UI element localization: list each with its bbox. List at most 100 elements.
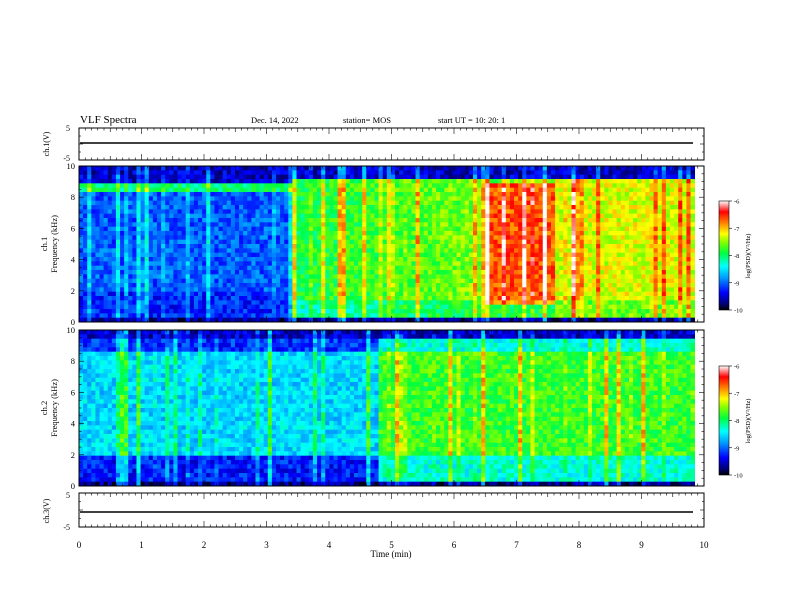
spectrogram-cell (440, 170, 445, 176)
spectrogram-cell (243, 244, 248, 249)
spectrogram-cell (460, 179, 466, 184)
spectrogram-cell (181, 196, 187, 202)
spectrogram-cell (152, 313, 158, 319)
spectrogram-cell (202, 265, 207, 271)
spectrogram-cell (616, 239, 622, 245)
spectrogram-cell (181, 274, 187, 280)
spectrogram-cell (120, 278, 125, 284)
spectrogram-cell (276, 296, 281, 301)
spectrogram-cell (276, 265, 281, 271)
spectrogram-cell (608, 252, 613, 258)
spectrogram-cell (345, 313, 351, 319)
spectrogram-cell (370, 170, 375, 176)
spectrogram-cell (349, 218, 355, 223)
spectrogram-cell (218, 226, 224, 232)
spectrogram-cell (452, 304, 457, 310)
spectrogram-cell (473, 296, 478, 301)
spectrogram-cell (637, 257, 642, 262)
spectrogram-cell (505, 291, 511, 297)
spectrogram-cell (214, 222, 219, 228)
spectrogram-cell (485, 218, 490, 223)
spectrogram-cell (468, 183, 474, 189)
spectrogram-cell (185, 209, 191, 215)
spectrogram-cell (263, 252, 269, 258)
spectrogram-cell (550, 235, 556, 241)
spectrogram-cell (370, 291, 375, 297)
spectrogram-cell (550, 300, 556, 306)
spectrogram-cell (234, 296, 240, 301)
spectrogram-cell (464, 248, 470, 254)
spectrogram-cell (115, 278, 121, 284)
spectrogram-cell (255, 300, 260, 306)
spectrogram-cell (87, 287, 92, 293)
spectrogram-cell (263, 192, 269, 197)
spectrogram-cell (152, 283, 158, 288)
spectrogram-cell (79, 265, 84, 271)
spectrogram-cell (239, 252, 244, 258)
spectrogram-cell (193, 166, 199, 171)
spectrogram-cell (628, 222, 634, 228)
spectrogram-cell (382, 248, 388, 254)
spectrogram-cell (230, 270, 236, 275)
spectrogram-cell (115, 174, 121, 180)
spectrogram-cell (468, 244, 474, 249)
spectrogram-cell (505, 309, 511, 314)
spectrogram-cell (263, 265, 269, 271)
spectrogram-cell (325, 261, 330, 267)
spectrogram-cell (321, 278, 326, 284)
spectrogram-cell (431, 278, 437, 284)
spectrogram-cell (530, 274, 535, 280)
spectrogram-cell (563, 239, 568, 245)
spectrogram-cell (255, 166, 260, 171)
spectrogram-cell (464, 179, 470, 184)
spectrogram-cell (276, 257, 281, 262)
spectrogram-cell (177, 283, 182, 288)
spectrogram-cell (251, 174, 256, 180)
spectrogram-cell (600, 170, 605, 176)
spectrogram-cell (337, 231, 343, 236)
spectrogram-cell (395, 200, 400, 206)
spectrogram-cell (579, 170, 585, 176)
spectrogram-cell (181, 200, 187, 206)
spectrogram-cell (497, 209, 503, 215)
spectrogram-cell (522, 226, 527, 232)
spectrogram-cell (374, 218, 379, 223)
spectrogram-cell (403, 265, 408, 271)
spectrogram-cell (366, 179, 371, 184)
spectrogram-cell (271, 313, 277, 319)
spectrogram-cell (284, 231, 289, 236)
spectrogram-cell (124, 317, 129, 323)
spectrogram-cell (645, 192, 650, 197)
spectrogram-cell (546, 166, 552, 171)
spectrogram-cell (140, 291, 146, 297)
spectrogram-cell (267, 218, 273, 223)
spectrogram-cell (395, 274, 400, 280)
spectrogram-cell (329, 283, 334, 288)
spectrogram-cell (514, 244, 519, 249)
spectrogram-cell (317, 170, 322, 176)
spectrogram-cell (555, 270, 560, 275)
spectrogram-cell (136, 261, 141, 267)
spectrogram-cell (559, 222, 564, 228)
spectrogram-cell (349, 213, 355, 219)
spectrogram-cell (530, 183, 535, 189)
spectrogram-cell (550, 192, 556, 197)
spectrogram-cell (468, 270, 474, 275)
spectrogram-cell (128, 239, 133, 245)
spectrogram-cell (600, 317, 605, 323)
spectrogram-cell (111, 226, 117, 232)
spectrogram-cell (239, 213, 244, 219)
spectrogram-cell (395, 300, 400, 306)
spectrogram-cell (624, 209, 630, 215)
spectrogram-cell (144, 183, 150, 189)
spectrogram-cell (514, 239, 519, 245)
spectrogram-cell (477, 231, 482, 236)
spectrogram-cell (518, 296, 523, 301)
spectrogram-cell (239, 248, 244, 254)
spectrogram-cell (485, 239, 490, 245)
spectrogram-cell (427, 200, 433, 206)
spectrogram-cell (251, 200, 256, 206)
spectrogram-cell (407, 218, 412, 223)
spectrogram-cell (575, 291, 581, 297)
spectrogram-cell (255, 304, 260, 310)
